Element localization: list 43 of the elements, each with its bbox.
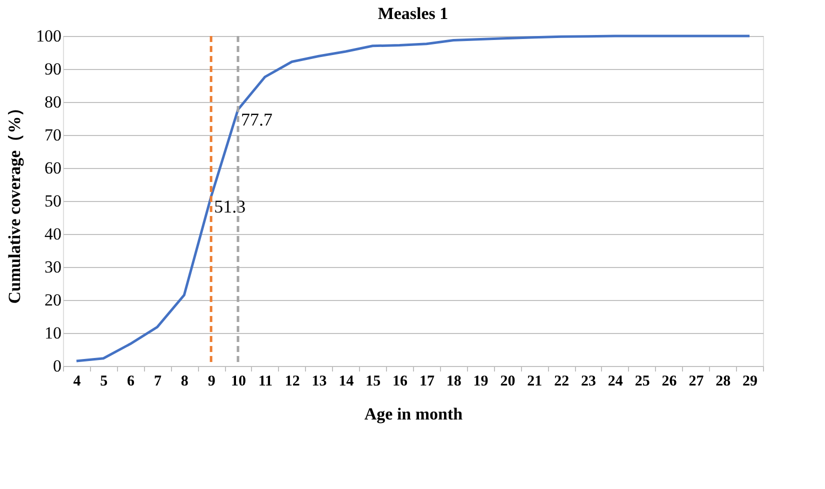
x-tick-label: 15	[366, 374, 381, 390]
x-tick-label: 11	[258, 374, 273, 390]
y-tick-label: 10	[44, 324, 62, 342]
x-tick-label: 24	[608, 374, 624, 390]
x-tick-label: 8	[180, 374, 188, 390]
y-tick-label: 70	[44, 126, 62, 144]
x-tick-label: 6	[127, 374, 136, 390]
x-tick-label: 23	[581, 374, 596, 390]
x-tick-label: 26	[662, 374, 678, 390]
x-tick-label: 9	[208, 374, 216, 390]
data-label: 51.3	[214, 196, 246, 217]
x-tick-label: 19	[473, 374, 488, 390]
x-tick-label: 25	[634, 374, 650, 390]
x-axis-title: Age in month	[364, 404, 464, 424]
y-axis-title: Cumulative coverage（%）	[5, 99, 24, 304]
x-tick-label: 29	[742, 374, 758, 390]
x-tick-label: 7	[154, 374, 162, 390]
x-tick-label: 5	[100, 374, 108, 390]
x-tick-label: 10	[231, 374, 246, 390]
x-tick-label: 20	[500, 374, 516, 390]
x-tick-label: 17	[419, 374, 435, 390]
y-tick-label: 30	[44, 258, 62, 276]
x-tick-label: 28	[716, 374, 731, 390]
y-tick-label: 0	[53, 356, 62, 376]
data-label: 77.7	[241, 110, 272, 130]
x-tick-label: 12	[284, 374, 300, 390]
x-tick-label: 14	[338, 374, 354, 390]
chart-title: Measles 1	[378, 4, 448, 23]
x-tick-label: 16	[392, 374, 408, 390]
y-tick-label: 100	[36, 26, 62, 46]
x-tick-label: 13	[312, 374, 327, 390]
y-tick-label: 50	[44, 192, 62, 210]
x-tick-label: 18	[446, 374, 462, 390]
x-tick-label: 21	[527, 374, 542, 390]
x-tick-label: 22	[554, 374, 570, 390]
line-series	[75, 34, 751, 362]
y-tick-label: 60	[44, 158, 62, 178]
y-tick-label: 40	[44, 224, 62, 244]
x-tick-label: 27	[688, 374, 704, 390]
y-tick-label: 20	[44, 290, 62, 310]
y-tick-label: 90	[44, 60, 62, 78]
x-tick-label: 4	[73, 374, 82, 390]
y-tick-label: 80	[44, 92, 62, 112]
